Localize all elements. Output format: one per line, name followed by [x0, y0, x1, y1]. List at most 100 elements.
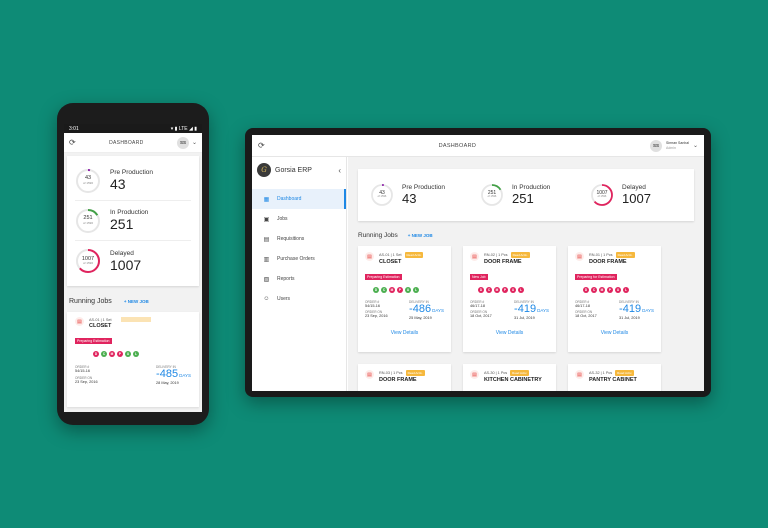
ordered-label: ORDER ON [75, 376, 93, 380]
new-job-button[interactable]: + NEW JOB [123, 299, 149, 304]
stage-dot: U [125, 351, 131, 357]
requisitions-icon: ▤ [263, 236, 270, 243]
stage-dot: L [518, 287, 524, 293]
order-label: ORDER # [75, 365, 90, 369]
order-label: ORDER # [470, 300, 485, 304]
status-badge: Read Activ. [404, 252, 424, 258]
job-progress-dots: D C M P U L [583, 287, 654, 293]
ring-subtext: of 1596 [82, 220, 93, 225]
stat-pre-production[interactable]: 43 of 1596 Pre Production 43 [75, 161, 191, 201]
sidebar-item-purchase-orders[interactable]: ▥ Purchase Orders [252, 249, 346, 269]
job-progress-dots: D C M P U L [93, 351, 191, 357]
stat-delayed[interactable]: 1007 of 1596 Delayed 1007 [578, 183, 688, 207]
stat-in-production[interactable]: 251 of 1596 In Production 251 [75, 201, 191, 241]
job-stage-badge: Preparing Estimation [75, 338, 112, 344]
progress-ring: 1007 of 1596 [75, 248, 101, 274]
sidebar-item-users[interactable]: ☺ Users [252, 289, 346, 309]
progress-ring: 251 of 1596 [480, 183, 504, 207]
view-details-link[interactable]: View Details [495, 330, 524, 336]
status-badge: Read Activ. [510, 370, 530, 376]
job-icon: ▤ [75, 317, 84, 326]
delivery-days: -419DAYS [619, 304, 654, 315]
user-name: Simran Sanhal [666, 141, 689, 146]
ring-value: 43 [84, 175, 92, 182]
job-card[interactable]: ▤ RN-03 | 1 Pcs Read Activ. DOOR FRAME [358, 364, 451, 391]
ring-subtext: of 1596 [597, 195, 607, 199]
order-label: ORDER # [365, 300, 380, 304]
page-title: DASHBOARD [109, 139, 144, 146]
progress-ring: 1007 of 1596 [590, 183, 614, 207]
stat-value: 1007 [622, 191, 651, 206]
sidebar-item-label: Requisitions [277, 236, 305, 242]
progress-ring: 43 of 1596 [370, 183, 394, 207]
job-card[interactable]: ▤ AS-01 | 1 Set Read Activ. CLOSET Prepar… [358, 246, 451, 352]
new-job-button[interactable]: + NEW JOB [407, 233, 433, 238]
stage-dot: D [478, 287, 484, 293]
delivery-date: 31 Jul, 2019 [514, 316, 535, 320]
stat-label: Pre Production [402, 184, 445, 191]
refresh-icon[interactable]: ⟳ [69, 138, 76, 147]
running-jobs-header: Running Jobs + NEW JOB [67, 298, 199, 305]
users-icon: ☺ [263, 296, 270, 302]
user-menu[interactable]: SS ⌄ [176, 136, 197, 149]
sidebar-item-requisitions[interactable]: ▤ Requisitions [252, 229, 346, 249]
order-value: 54/15-16 [75, 369, 90, 373]
chevron-down-icon: ⌄ [692, 143, 698, 149]
stat-value: 43 [402, 191, 417, 206]
ordered-value: 23 Sep, 2016 [365, 314, 388, 318]
sidebar-item-dashboard[interactable]: ▦ Dashboard [252, 189, 346, 209]
stat-in-production[interactable]: 251 of 1596 In Production 251 [468, 183, 578, 207]
ordered-value: 18 Oct, 2017 [470, 314, 492, 318]
status-badge: Read Activ. [615, 252, 635, 258]
order-label: ORDER # [575, 300, 590, 304]
stage-dot: U [615, 287, 621, 293]
stage-dot: M [109, 351, 115, 357]
job-card[interactable]: ▤ RN-02 | 1 Pcs Read Activ. DOOR FRAME Ne… [463, 246, 556, 352]
stat-pre-production[interactable]: 43 of 1596 Pre Production 43 [358, 183, 468, 207]
stage-dot: M [389, 287, 395, 293]
job-number: AS-32 | 1 Pcs [589, 371, 613, 375]
job-card[interactable]: ▤ AS-30 | 1 Pcs Read Activ. KITCHEN CABIN… [463, 364, 556, 391]
status-badge: Read Activ. [510, 252, 530, 258]
avatar: SS [176, 136, 189, 149]
stat-value: 1007 [110, 256, 142, 273]
job-progress-dots: D C M P U L [478, 287, 549, 293]
stage-dot: U [510, 287, 516, 293]
job-card[interactable]: ▤ RN-01 | 1 Pcs Read Activ. DOOR FRAME Pr… [568, 246, 661, 352]
stage-dot: P [607, 287, 613, 293]
job-number: AS-01 | 1 Set [89, 317, 112, 322]
ring-value: 251 [83, 215, 93, 222]
order-value: 46/17-18 [575, 304, 590, 308]
view-details-link[interactable]: View Details [600, 330, 629, 336]
jobs-icon: ▣ [263, 216, 270, 223]
job-card[interactable]: ▤ AS-32 | 1 Pcs Read Activ. PANTRY CABINE… [568, 364, 661, 391]
delivery-date: 28 May, 2019 [156, 381, 179, 385]
reports-icon: ▧ [263, 276, 270, 283]
collapse-sidebar-icon[interactable]: ‹ [338, 165, 341, 175]
phone-status-bar: 3:01 ▾ ▮ LTE ◢ ▮ [64, 124, 202, 133]
ring-value: 1007 [81, 255, 95, 262]
stage-dot: P [397, 287, 403, 293]
running-jobs-title: Running Jobs [358, 232, 398, 239]
refresh-icon[interactable]: ⟳ [258, 141, 265, 150]
stat-value: 43 [110, 176, 126, 192]
status-icons: ▾ ▮ LTE ◢ ▮ [170, 125, 197, 132]
ordered-label: ORDER ON [365, 310, 383, 314]
stage-dot: D [93, 351, 99, 357]
days-unit: DAYS [537, 308, 549, 313]
view-details-link[interactable]: View Details [390, 330, 419, 336]
order-value: 54/15-16 [365, 304, 380, 308]
ring-subtext: of 1596 [82, 180, 93, 185]
stat-label: Delayed [110, 249, 134, 257]
sidebar-item-jobs[interactable]: ▣ Jobs [252, 209, 346, 229]
job-card[interactable]: ▤ AS-01 | 1 Set CLOSET Preparing Estimat… [67, 312, 199, 407]
ring-value: 251 [487, 190, 497, 197]
sidebar-item-reports[interactable]: ▧ Reports [252, 269, 346, 289]
stat-delayed[interactable]: 1007 of 1596 Delayed 1007 [75, 241, 191, 281]
status-time: 3:01 [69, 125, 79, 132]
user-menu[interactable]: SS Simran Sanhal Admin ⌄ [650, 139, 698, 152]
stage-dot: D [583, 287, 589, 293]
stage-dot: L [413, 287, 419, 293]
job-name: CLOSET [89, 323, 112, 329]
stage-dot: C [381, 287, 387, 293]
